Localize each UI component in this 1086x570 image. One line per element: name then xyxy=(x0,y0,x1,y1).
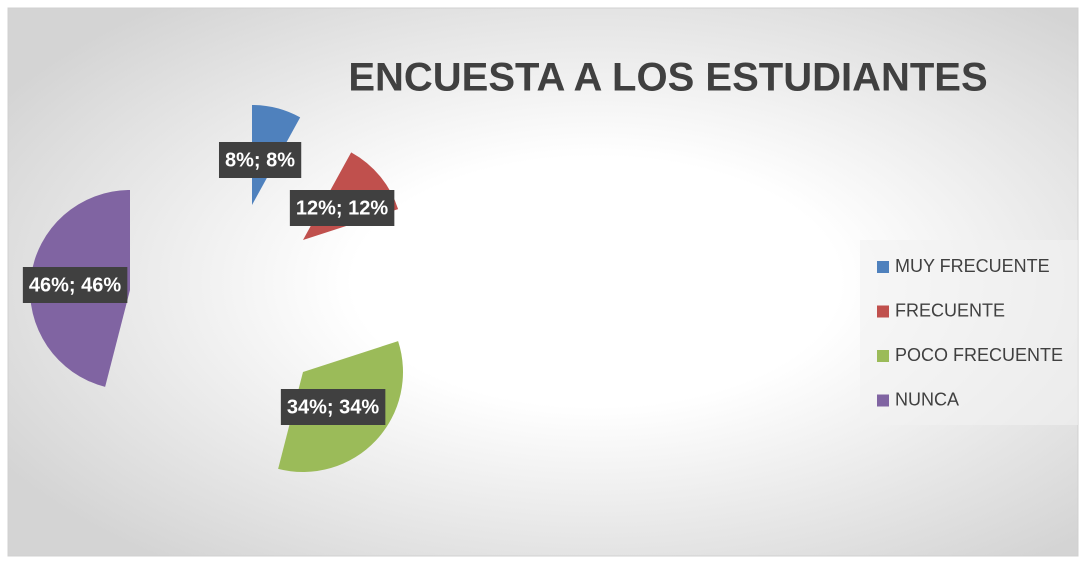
legend-label: MUY FRECUENTE xyxy=(895,256,1050,276)
legend-swatch xyxy=(877,305,889,318)
chart-title: ENCUESTA A LOS ESTUDIANTES xyxy=(348,56,987,100)
legend-swatch xyxy=(877,394,889,407)
data-label: 46%; 46% xyxy=(29,274,121,296)
data-label-box xyxy=(280,389,386,425)
data-label-box xyxy=(22,267,128,303)
data-label-box xyxy=(218,142,302,178)
legend-swatch xyxy=(877,261,889,273)
data-label-box xyxy=(289,190,395,226)
legend-box xyxy=(860,240,1078,425)
legend-swatch xyxy=(877,350,889,362)
data-label: 12%; 12% xyxy=(296,197,388,219)
data-label: 8%; 8% xyxy=(225,149,295,171)
legend-label: NUNCA xyxy=(895,389,959,409)
data-label: 34%; 34% xyxy=(287,396,379,418)
legend-label: POCO FRECUENTE xyxy=(895,345,1063,365)
legend-label: FRECUENTE xyxy=(895,300,1005,320)
